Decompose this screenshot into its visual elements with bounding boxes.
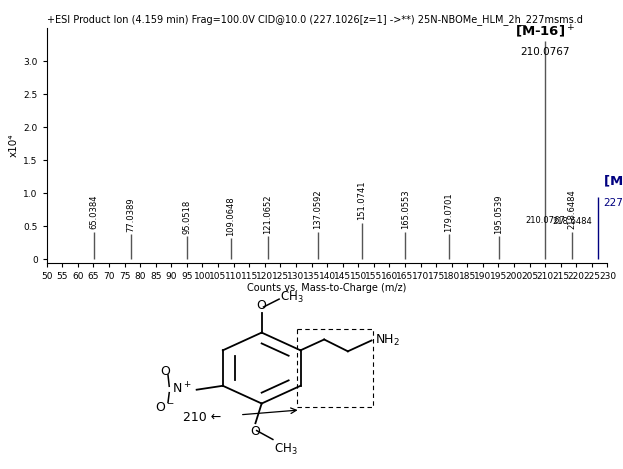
Text: 109.0648: 109.0648: [226, 196, 235, 235]
Text: 165.0553: 165.0553: [401, 189, 409, 229]
Text: 210 ←: 210 ←: [183, 411, 221, 424]
Text: [M+H]$^+$: [M+H]$^+$: [602, 174, 623, 190]
Y-axis label: x10⁴: x10⁴: [9, 134, 19, 157]
Text: 95.0518: 95.0518: [183, 199, 191, 234]
Text: 65.0384: 65.0384: [89, 195, 98, 229]
Text: +ESI Product Ion (4.159 min) Frag=100.0V CID@10.0 (227.1026[z=1] ->**) 25N-NBOMe: +ESI Product Ion (4.159 min) Frag=100.0V…: [47, 15, 583, 25]
Text: 218.6484: 218.6484: [568, 189, 576, 229]
Text: 77.0389: 77.0389: [126, 197, 135, 232]
Text: 218.6484: 218.6484: [552, 217, 592, 227]
Text: 227.1037: 227.1037: [602, 198, 623, 208]
Text: 137.0592: 137.0592: [313, 189, 323, 229]
Text: 210.0767: 210.0767: [521, 46, 570, 57]
Text: 195.0539: 195.0539: [494, 194, 503, 234]
Text: [M-16]$^+$: [M-16]$^+$: [515, 23, 575, 40]
Text: O$^-$: O$^-$: [156, 401, 176, 414]
Text: O: O: [250, 425, 260, 438]
Text: O: O: [161, 365, 171, 378]
Text: 151.0741: 151.0741: [357, 181, 366, 220]
Text: 210.0767: 210.0767: [525, 216, 565, 225]
Text: 179.0701: 179.0701: [444, 192, 454, 232]
Text: N$^+$: N$^+$: [172, 381, 192, 396]
Text: NH$_2$: NH$_2$: [374, 333, 399, 348]
Text: CH$_3$: CH$_3$: [280, 289, 304, 305]
Text: CH$_3$: CH$_3$: [274, 441, 298, 456]
Text: O: O: [257, 299, 267, 312]
Text: 121.0652: 121.0652: [264, 194, 273, 234]
X-axis label: Counts vs. Mass-to-Charge (m/z): Counts vs. Mass-to-Charge (m/z): [247, 283, 407, 294]
